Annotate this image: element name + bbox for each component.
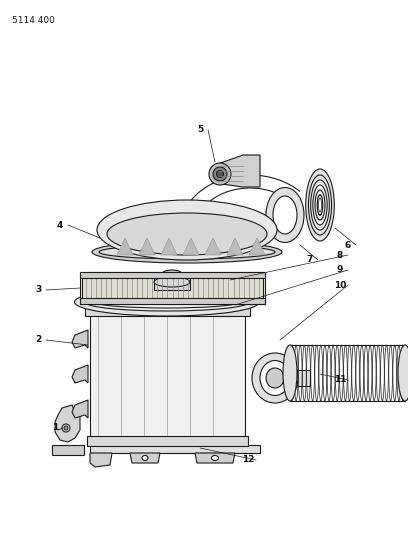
Bar — [154, 274, 190, 290]
Polygon shape — [117, 238, 133, 255]
Bar — [87, 436, 248, 446]
Polygon shape — [227, 238, 243, 255]
Text: 5: 5 — [197, 125, 203, 134]
Ellipse shape — [154, 277, 190, 287]
Text: 9: 9 — [337, 265, 343, 274]
Ellipse shape — [99, 245, 275, 259]
Bar — [80, 272, 265, 304]
Ellipse shape — [283, 345, 297, 401]
Bar — [90, 310, 245, 440]
Text: 8: 8 — [337, 251, 343, 260]
Ellipse shape — [75, 288, 259, 316]
Ellipse shape — [213, 167, 227, 181]
Bar — [80, 298, 265, 304]
Ellipse shape — [217, 171, 224, 177]
Ellipse shape — [319, 198, 322, 212]
Polygon shape — [72, 330, 88, 348]
Ellipse shape — [92, 241, 282, 263]
Polygon shape — [161, 238, 177, 255]
Polygon shape — [205, 238, 221, 255]
Text: 11: 11 — [334, 376, 346, 384]
Ellipse shape — [107, 213, 267, 255]
Ellipse shape — [317, 195, 323, 215]
Ellipse shape — [306, 169, 334, 241]
Ellipse shape — [273, 196, 297, 234]
Ellipse shape — [315, 190, 325, 220]
Text: 2: 2 — [35, 335, 41, 344]
Ellipse shape — [308, 175, 332, 235]
Ellipse shape — [266, 188, 304, 243]
Polygon shape — [72, 400, 88, 418]
Ellipse shape — [62, 424, 70, 432]
Bar — [275, 370, 310, 386]
Text: 3: 3 — [35, 286, 41, 295]
Polygon shape — [183, 238, 199, 255]
Ellipse shape — [209, 163, 231, 185]
Polygon shape — [130, 453, 160, 463]
Polygon shape — [195, 453, 235, 463]
Ellipse shape — [310, 180, 329, 230]
Ellipse shape — [312, 180, 328, 230]
Ellipse shape — [266, 368, 284, 388]
Bar — [82, 274, 263, 302]
Ellipse shape — [97, 200, 277, 260]
Bar — [80, 272, 265, 278]
Ellipse shape — [64, 426, 68, 430]
Ellipse shape — [314, 184, 326, 226]
Polygon shape — [72, 365, 88, 383]
Ellipse shape — [398, 345, 408, 401]
Text: 4: 4 — [57, 221, 63, 230]
Polygon shape — [249, 238, 265, 255]
Text: 10: 10 — [334, 280, 346, 289]
Ellipse shape — [313, 185, 327, 225]
Polygon shape — [52, 445, 84, 455]
Ellipse shape — [84, 293, 250, 311]
Text: 12: 12 — [242, 456, 254, 464]
Ellipse shape — [142, 456, 148, 461]
Polygon shape — [139, 238, 155, 255]
Ellipse shape — [316, 191, 324, 219]
Polygon shape — [55, 405, 80, 442]
Ellipse shape — [252, 353, 298, 403]
Ellipse shape — [260, 360, 290, 395]
Text: 6: 6 — [345, 240, 351, 249]
Ellipse shape — [162, 270, 182, 278]
Polygon shape — [90, 445, 260, 453]
Ellipse shape — [95, 296, 239, 308]
Text: 7: 7 — [307, 255, 313, 264]
Ellipse shape — [211, 456, 219, 461]
Bar — [85, 302, 250, 316]
Polygon shape — [215, 155, 260, 187]
Text: 1: 1 — [52, 424, 58, 432]
Text: 5114 400: 5114 400 — [12, 16, 55, 25]
Ellipse shape — [315, 188, 325, 222]
Polygon shape — [90, 453, 112, 467]
Ellipse shape — [317, 195, 323, 215]
